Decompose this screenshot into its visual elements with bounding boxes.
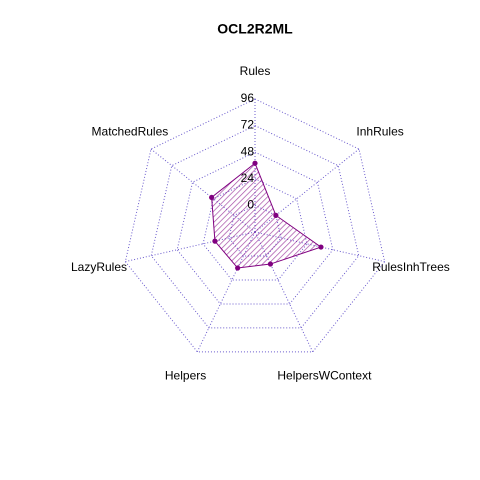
data-point [209,194,215,201]
axis-label: LazyRules [71,260,127,274]
data-point [235,265,241,271]
axis-spoke [254,148,360,233]
axis-tick-label: 24 [241,171,255,185]
axis-spoke [125,231,256,263]
axis-label: Rules [240,64,271,78]
axis-spoke [254,231,314,353]
data-area [211,162,323,269]
axis-label: InhRules [356,124,403,138]
data-point [252,160,258,166]
axis-tick-label: 72 [241,118,255,132]
data-point [273,212,279,218]
data-point [267,261,274,267]
axis-label: HelpersWContext [277,368,372,382]
axis-label: MatchedRules [92,124,169,138]
data-point [318,244,324,250]
axis-spoke [150,148,256,233]
axis-spoke [196,231,256,353]
chart-title: OCL2R2ML [217,21,293,37]
axis-tick-label: 0 [247,197,254,211]
axis-label: Helpers [165,368,206,382]
axis-label: RulesInhTrees [372,260,450,274]
axis-tick-label: 48 [241,144,255,158]
data-point [212,238,218,244]
axis-tick-label: 96 [241,91,255,105]
